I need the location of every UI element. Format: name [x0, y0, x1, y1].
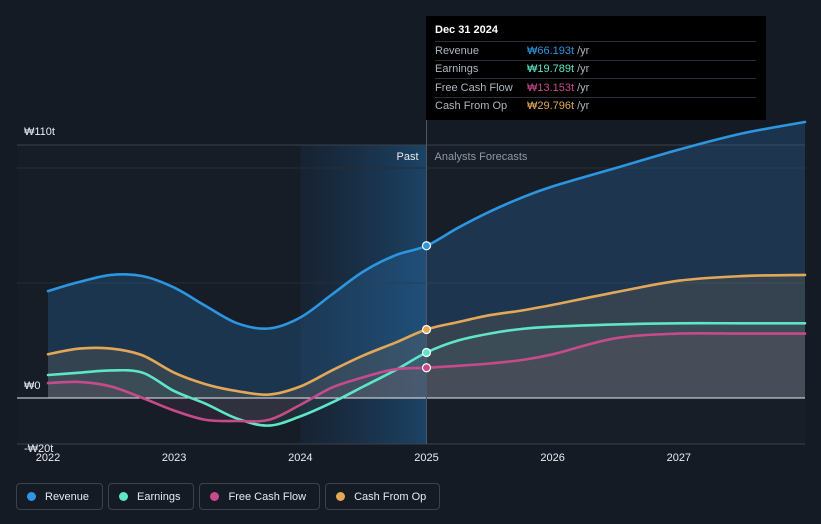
tooltip-label: Free Cash Flow [435, 81, 513, 94]
tooltip-unit: /yr [577, 100, 590, 113]
region-forecast-label: Analysts Forecasts [435, 151, 528, 163]
x-tick-label: 2025 [414, 452, 438, 464]
tooltip-row-earnings: Earnings ₩19.789t /yr [435, 59, 756, 79]
tooltip-value: ₩19.789t [527, 63, 575, 76]
region-past-label: Past [396, 151, 418, 163]
revenue-marker [421, 241, 432, 251]
legend: Revenue Earnings Free Cash Flow Cash Fro… [16, 483, 441, 510]
earnings-marker [421, 347, 432, 358]
tooltip-value: ₩13.153t [527, 81, 575, 94]
cash-from-op-marker [421, 324, 432, 335]
tooltip-date: Dec 31 2024 [435, 24, 498, 36]
earnings-line [46, 321, 807, 427]
earnings-dot-icon [119, 492, 129, 501]
free-cash-flow-line [46, 331, 807, 423]
tooltip-unit: /yr [577, 44, 590, 57]
tooltip-value: ₩66.193t [527, 44, 575, 57]
tooltip-label: Earnings [435, 63, 479, 76]
x-tick-label: 2022 [36, 452, 60, 464]
tooltip-unit: /yr [577, 63, 590, 76]
legend-label: Free Cash Flow [228, 490, 307, 503]
free-cash-flow-dot-icon [210, 492, 220, 501]
cash-from-op-dot-icon [336, 492, 346, 501]
forecast-area-background [426, 145, 805, 444]
tooltip: Dec 31 2024 Revenue ₩66.193t /yr Earning… [426, 16, 766, 120]
revenue-line [46, 120, 807, 331]
x-tick-label: 2024 [288, 452, 312, 464]
legend-label: Revenue [45, 490, 90, 503]
tooltip-value: ₩29.796t [527, 100, 575, 113]
legend-item-revenue[interactable]: Revenue [16, 483, 104, 510]
y-tick-label: ₩0 [24, 380, 41, 392]
tooltip-row-cash-from-op: Cash From Op ₩29.796t /yr [435, 96, 756, 116]
x-tick-label: 2027 [667, 452, 691, 464]
cash-from-op-line [46, 273, 807, 397]
revenue-dot-icon [27, 492, 36, 501]
free-cash-flow-marker [421, 363, 432, 373]
legend-label: Earnings [137, 490, 181, 503]
legend-label: Cash From Op [354, 490, 427, 503]
y-tick-label: -₩20t [24, 443, 53, 455]
tooltip-label: Cash From Op [435, 100, 508, 113]
x-tick-label: 2023 [162, 452, 186, 464]
y-tick-label: ₩110t [24, 126, 55, 138]
tooltip-unit: /yr [577, 81, 590, 94]
tooltip-label: Revenue [435, 44, 480, 57]
tooltip-row-free-cash-flow: Free Cash Flow ₩13.153t /yr [435, 78, 756, 97]
legend-item-free-cash-flow[interactable]: Free Cash Flow [199, 483, 321, 510]
legend-item-cash-from-op[interactable]: Cash From Op [325, 483, 441, 510]
tooltip-row-revenue: Revenue ₩66.193t /yr [435, 41, 756, 60]
legend-item-earnings[interactable]: Earnings [108, 483, 195, 510]
x-tick-label: 2026 [540, 452, 564, 464]
